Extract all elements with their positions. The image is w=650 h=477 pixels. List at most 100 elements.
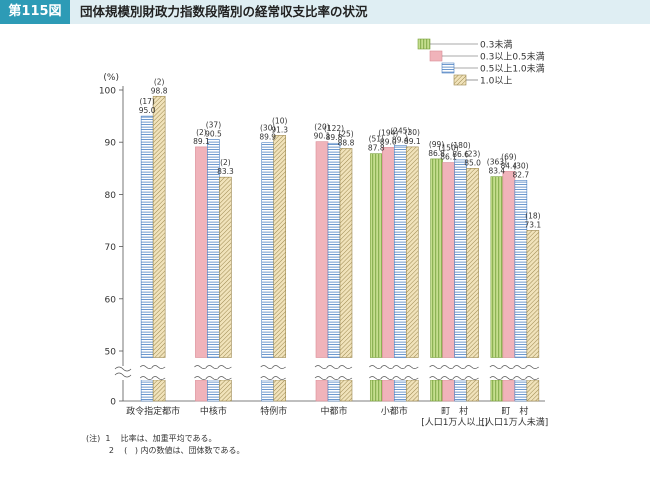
bar	[273, 135, 287, 358]
bar	[140, 115, 154, 358]
data-value-label: 89.4	[392, 135, 409, 144]
bar-break-line	[326, 365, 341, 369]
data-value-label: 90.5	[205, 130, 222, 139]
bar	[219, 176, 232, 358]
bar-stub	[315, 379, 329, 402]
bar-break-line	[489, 365, 504, 369]
bar	[327, 142, 341, 358]
bar	[490, 176, 504, 358]
bar-break-line	[272, 376, 286, 380]
bar	[405, 146, 419, 358]
bar-break-line	[206, 376, 220, 380]
bar-stub	[152, 379, 166, 402]
bar-stub	[219, 379, 232, 402]
data-count-label: (10)	[272, 116, 287, 125]
legend-swatch	[453, 74, 467, 86]
bar-stub	[502, 379, 516, 402]
x-category-label: 特例市	[260, 405, 287, 417]
bar-stub	[207, 379, 220, 402]
bar-break-line	[314, 376, 329, 380]
bar-break-gap	[454, 365, 468, 380]
bar-stub	[261, 379, 275, 402]
bar-break-line	[405, 365, 419, 369]
data-count-label: (20)	[314, 123, 329, 132]
bar-stub	[466, 379, 479, 402]
bar	[466, 168, 479, 358]
x-category-label: 中都市	[320, 405, 347, 417]
data-value-label: 95.0	[139, 106, 156, 115]
data-count-label: (23)	[465, 149, 480, 158]
data-count-label: (17)	[139, 97, 154, 106]
bar-break-gap	[442, 365, 456, 380]
footnotes: (注) 1 比率は、加重平均である。 2 ( ) 内の数値は、団体数である。	[86, 433, 244, 457]
bar-break-line	[513, 365, 528, 369]
data-count-label: (2)	[196, 128, 207, 137]
bar-stub	[454, 379, 467, 402]
data-count-label: (30)	[405, 128, 420, 137]
bar-break-line	[194, 365, 208, 369]
x-category-label: 小都市	[381, 405, 408, 417]
axes: 05060708090100(%)政令指定都市 中核市 特例市 中都市 小都市町 村[人…	[99, 73, 548, 428]
data-count-label: (245)	[390, 126, 410, 135]
data-value-label: 91.3	[271, 125, 288, 134]
y-tick-label: 60	[105, 295, 117, 305]
bar-break-line	[405, 376, 419, 380]
bar-stub	[140, 379, 154, 402]
figure-title: 団体規模別財政力指数段階別の経常収支比率の状況	[80, 4, 368, 19]
figure-header: 第115図 団体規模別財政力指数段階別の経常収支比率の状況	[0, 0, 650, 24]
bar-stub	[526, 379, 540, 402]
bar-break-line	[206, 365, 220, 369]
bar-stub	[273, 379, 287, 402]
legend-label: 0.5以上1.0未満	[480, 63, 545, 75]
bar-break-line	[338, 365, 353, 369]
x-category-label: [人口1万人以上]	[421, 417, 488, 428]
y-tick-label: 70	[105, 243, 117, 253]
bar-break-line	[465, 365, 479, 369]
data-count-label: (18)	[525, 211, 540, 220]
bar-stub	[327, 379, 341, 402]
y-tick-label: 80	[105, 191, 117, 201]
data-value-label: 88.8	[338, 138, 355, 147]
bar	[339, 148, 353, 358]
bar	[526, 230, 540, 358]
data-value-label: 86.8	[428, 149, 445, 158]
bar	[381, 147, 395, 358]
x-category-label: 町 村	[501, 405, 528, 417]
bar-break-line	[525, 365, 540, 369]
bar-break-line	[369, 365, 383, 369]
data-value-label: 85.0	[464, 158, 481, 167]
bar-break-line	[151, 365, 166, 369]
bar	[514, 180, 528, 358]
bar-break-line	[393, 365, 407, 369]
bar-break-gap	[194, 365, 208, 380]
bar-break-line	[513, 376, 528, 380]
bar-break-gap	[393, 365, 407, 380]
figure-number: 第115図	[0, 0, 70, 24]
bar-break-line	[260, 376, 274, 380]
bar	[454, 159, 467, 358]
data-value-label: 89.1	[193, 137, 210, 146]
y-tick-label: 0	[110, 398, 116, 408]
bar	[261, 142, 275, 358]
bar-break-line	[139, 376, 154, 380]
legend-swatch	[429, 50, 443, 62]
bar-break-line	[218, 376, 232, 380]
bar-break-gap	[405, 365, 419, 380]
bar-break-line	[194, 376, 208, 380]
bar-break-gap	[466, 365, 480, 380]
bar-break-gap	[140, 365, 154, 380]
y-axis-unit: (%)	[103, 73, 119, 83]
bar-stub	[490, 379, 504, 402]
bar	[195, 146, 208, 358]
bar-break-line	[501, 376, 516, 380]
bar-break-gap	[261, 365, 275, 380]
axis-break-mark	[114, 366, 132, 372]
bar-break-line	[139, 365, 154, 369]
bar-break-line	[393, 376, 407, 380]
data-value-label: 90.1	[314, 132, 331, 141]
y-tick-label: 90	[105, 139, 117, 149]
bar-break-line	[429, 376, 443, 380]
bar-break-line	[338, 376, 353, 380]
data-count-label: (25)	[338, 129, 353, 138]
bar-break-line	[429, 365, 443, 369]
